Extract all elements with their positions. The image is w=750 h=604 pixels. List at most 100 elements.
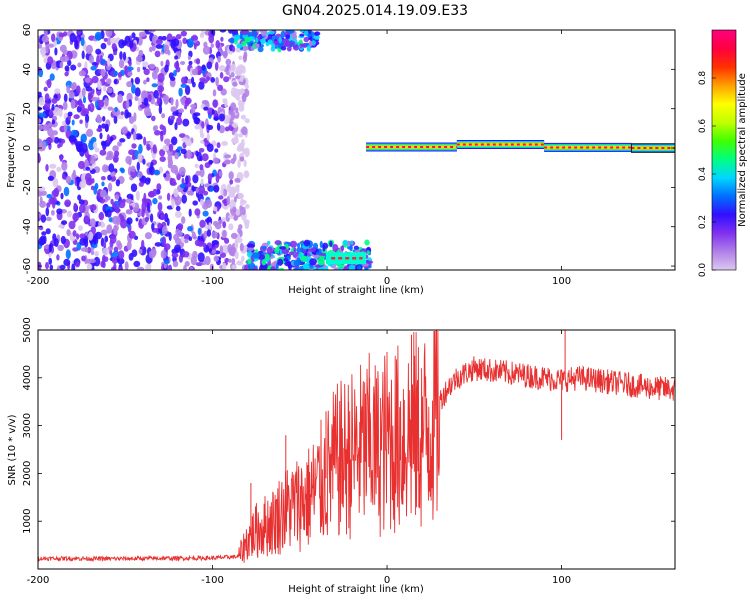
noise-speckle [194, 124, 201, 130]
noise-speckle [97, 221, 102, 227]
noise-speckle [90, 250, 95, 256]
noise-speckle [195, 262, 203, 267]
noise-speckle [188, 208, 192, 217]
noise-speckle [174, 169, 179, 176]
edge-speckle-top [278, 36, 283, 44]
noise-speckle [204, 199, 213, 208]
noise-speckle [126, 240, 132, 251]
noise-speckle [38, 225, 44, 231]
noise-speckle [234, 177, 241, 183]
noise-speckle [44, 102, 51, 111]
noise-speckle [156, 183, 162, 191]
noise-speckle [77, 194, 82, 201]
noise-speckle [126, 92, 133, 102]
noise-speckle [138, 49, 144, 57]
noise-speckle [61, 161, 68, 171]
noise-speckle [171, 198, 175, 209]
noise-speckle [178, 108, 185, 113]
noise-speckle [86, 128, 94, 137]
noise-speckle [78, 199, 85, 205]
noise-speckle [184, 238, 189, 244]
noise-speckle [237, 99, 245, 107]
noise-speckle [106, 37, 112, 46]
noise-speckle [184, 98, 190, 107]
noise-speckle [38, 43, 43, 49]
noise-speckle [157, 202, 163, 212]
noise-speckle [71, 263, 76, 270]
noise-speckle [151, 223, 155, 231]
edge-speckle-top [255, 37, 259, 43]
noise-speckle [187, 38, 194, 48]
noise-speckle [40, 214, 47, 223]
noise-speckle [243, 170, 250, 179]
noise-speckle [76, 176, 80, 187]
noise-speckle [144, 232, 152, 240]
noise-speckle [179, 183, 186, 189]
noise-speckle [231, 122, 238, 128]
spectrogram-x-axis-label: Height of straight line (km) [288, 285, 424, 296]
noise-speckle [113, 79, 118, 85]
noise-speckle [180, 61, 186, 65]
noise-speckle [206, 124, 214, 130]
noise-speckle [162, 125, 167, 136]
noise-speckle [43, 244, 51, 249]
noise-speckle [186, 149, 192, 160]
noise-speckle [110, 198, 114, 205]
noise-speckle [161, 225, 168, 235]
noise-speckle [38, 97, 45, 106]
noise-speckle [216, 142, 221, 149]
noise-speckle [45, 216, 52, 222]
edge-speckle-top [307, 33, 311, 38]
edge-speckle-top [254, 43, 260, 49]
edge-speckle-top [313, 35, 320, 40]
noise-speckle [45, 207, 50, 217]
edge-speckle-bottom [277, 258, 284, 266]
noise-speckle [60, 138, 66, 144]
noise-speckle [161, 113, 166, 119]
noise-speckle [87, 104, 92, 112]
noise-speckle [97, 99, 105, 108]
edge-speckle-bottom [297, 253, 303, 258]
noise-speckle [224, 237, 230, 244]
y-tick-label: 2000 [22, 461, 33, 486]
noise-speckle [141, 239, 145, 250]
noise-speckle [79, 119, 83, 124]
noise-speckle [201, 121, 205, 129]
noise-speckle [232, 206, 237, 213]
noise-speckle [157, 222, 163, 229]
noise-speckle [56, 166, 62, 172]
noise-speckle [118, 250, 125, 260]
noise-speckle [54, 47, 58, 56]
noise-speckle [230, 158, 236, 165]
x-tick-label: -100 [201, 575, 224, 586]
noise-speckle [181, 177, 185, 185]
noise-speckle [238, 80, 246, 86]
edge-speckle-top [303, 36, 310, 43]
noise-speckle [141, 208, 145, 218]
noise-speckle [94, 182, 99, 190]
noise-speckle [137, 135, 143, 140]
colorbar-label: Normalized spectral amplitude [737, 73, 748, 227]
noise-speckle [44, 93, 50, 102]
noise-speckle [206, 76, 210, 82]
noise-speckle [91, 96, 99, 102]
noise-speckle [231, 139, 239, 144]
noise-speckle [86, 263, 93, 270]
noise-speckle [174, 244, 181, 253]
noise-speckle [96, 55, 100, 66]
noise-speckle [145, 264, 150, 270]
noise-speckle [178, 166, 186, 176]
y-tick-label: 5000 [22, 317, 33, 342]
noise-speckle [193, 117, 200, 125]
noise-speckle [100, 58, 106, 65]
noise-speckle [206, 133, 210, 141]
edge-speckle-top [299, 33, 305, 37]
noise-speckle [111, 256, 118, 265]
noise-speckle [185, 139, 192, 147]
edge-speckle-bottom [252, 266, 258, 270]
noise-speckle [126, 132, 131, 140]
noise-speckle [115, 206, 120, 214]
noise-speckle [201, 153, 209, 162]
noise-speckle [135, 190, 140, 201]
